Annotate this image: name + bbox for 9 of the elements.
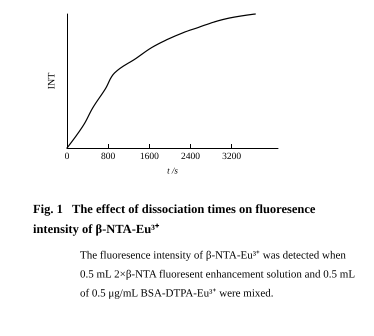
text: The fluoresence intensity of β-NTA-Eu³⁺ was detected when 0.5 mL 2×β-NTA fluoresent enhancement solution and 0.5 mL of 0.5 μg/mL BSA-DTPA-Eu³⁺ were mixed.	[80, 250, 358, 300]
x-axis-title: t /s	[167, 166, 178, 176]
x-tick-label: 3200	[222, 152, 242, 162]
text: Fig. 1 The effect of dissociation times on fluoresence intensity of β-NTA-Eu³⁺	[33, 202, 319, 236]
y-axis-title: INT	[46, 72, 58, 90]
x-tick-label: 800	[101, 152, 116, 162]
x-tick-label: 1600	[140, 152, 160, 162]
x-tick-label: 0	[64, 152, 70, 162]
x-tick-label: 2400	[181, 152, 200, 162]
